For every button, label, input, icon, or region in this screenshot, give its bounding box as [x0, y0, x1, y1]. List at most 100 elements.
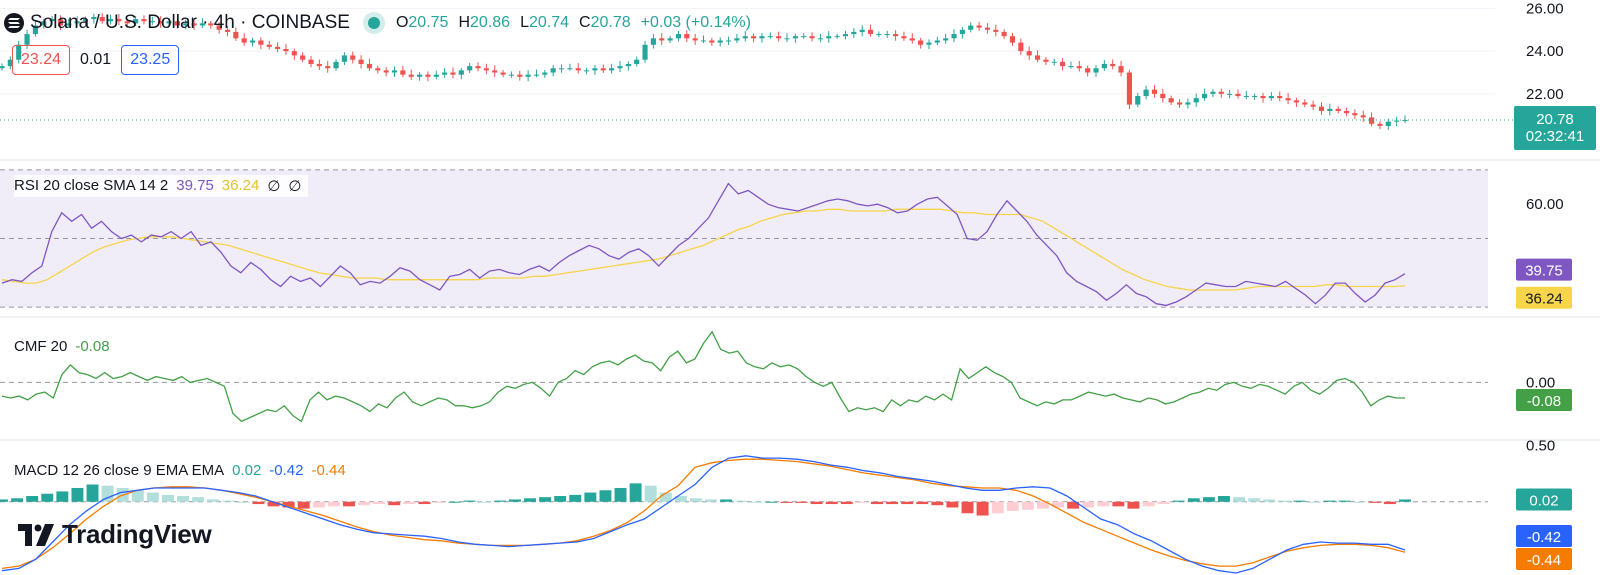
- candle-body: [433, 74, 439, 77]
- candle-body: [993, 29, 999, 32]
- candle-body: [492, 70, 498, 73]
- price-pane: [0, 7, 1514, 130]
- macd-hist-bar: [1263, 499, 1276, 502]
- rsi-legend[interactable]: RSI 20 close SMA 14 2 39.75 36.24 ∅ ∅: [14, 175, 308, 197]
- candle: [1343, 107, 1350, 117]
- candle: [692, 33, 698, 45]
- candle: [133, 15, 139, 26]
- candle-body: [325, 66, 331, 69]
- candle-body: [1394, 120, 1400, 122]
- cmf-legend[interactable]: CMF 20 -0.08: [14, 338, 110, 355]
- high-value: 20.86: [470, 14, 511, 31]
- candle-body: [809, 36, 815, 39]
- candle-body: [233, 31, 239, 39]
- candle: [851, 28, 857, 38]
- candle-body: [517, 74, 523, 77]
- macd-hist-bar: [1006, 501, 1019, 511]
- candle-body: [116, 19, 122, 22]
- candle-body: [1268, 96, 1274, 99]
- candle-body: [959, 29, 965, 35]
- candle: [442, 68, 448, 78]
- price-axes: 26.00 24.00 22.00 60.00 39.75 36.24 0.00 -0.08 0…: [1516, 0, 1572, 570]
- candle: [325, 60, 331, 73]
- candle: [934, 36, 940, 46]
- macd-hist-bar: [689, 498, 702, 502]
- macd-hist-bar: [750, 501, 763, 503]
- candle-body: [66, 23, 72, 26]
- candle-body: [1285, 98, 1291, 101]
- symbol-title[interactable]: Solana / U.S. Dollar · 4h · COINBASE: [30, 12, 350, 33]
- candle: [742, 31, 748, 42]
- candle: [66, 18, 72, 29]
- candle: [1210, 89, 1216, 98]
- rsi-title: RSI 20 close SMA 14 2: [14, 177, 169, 194]
- macd-hist-bar: [478, 501, 491, 503]
- candle: [1252, 93, 1258, 100]
- candle-body: [684, 34, 690, 39]
- macd-hist-bar: [177, 496, 190, 502]
- candle-body: [174, 21, 180, 26]
- candle: [458, 67, 464, 80]
- macd-pane: [0, 455, 1488, 574]
- macd-hist-bar: [222, 500, 235, 502]
- candle: [99, 13, 105, 24]
- candle: [609, 63, 615, 74]
- candle: [659, 33, 665, 45]
- macd-hist-bar: [855, 501, 868, 503]
- macd-signal-badge: -0.44: [1527, 552, 1561, 569]
- macd-hist-bar: [463, 500, 476, 502]
- candle: [350, 51, 356, 64]
- candle: [308, 55, 314, 68]
- price-tick-label-1: 24.00: [1526, 43, 1564, 60]
- candle: [1076, 60, 1082, 72]
- candle: [0, 63, 5, 71]
- macd-hist-bar: [161, 494, 174, 502]
- candle: [32, 20, 38, 37]
- candle-body: [483, 68, 489, 71]
- candle: [951, 28, 957, 43]
- macd-value: -0.42: [269, 462, 304, 479]
- last-price-badge: 20.78 02:32:41: [1514, 106, 1596, 150]
- rsi-value: 39.75: [176, 177, 214, 194]
- candle-body: [1068, 66, 1074, 68]
- candle-body: [1369, 117, 1375, 124]
- candle-body: [24, 34, 30, 45]
- candle-body: [525, 74, 531, 77]
- macd-hist-bar: [1278, 500, 1291, 502]
- candle: [1135, 92, 1141, 108]
- candle: [258, 37, 264, 50]
- candle: [1360, 110, 1366, 122]
- tradingview-logo-text: TradingView: [62, 519, 212, 549]
- candle-body: [659, 38, 665, 41]
- candle-body: [1009, 36, 1016, 43]
- candle: [275, 42, 281, 53]
- macd-hist-bar: [448, 501, 461, 503]
- candle-body: [99, 16, 105, 22]
- macd-hist-badge-bg: [1516, 488, 1572, 511]
- candle-body: [667, 38, 673, 41]
- candle-body: [834, 36, 840, 38]
- candle: [893, 30, 899, 41]
- cmf-line: [1, 330, 1405, 423]
- macd-hist-bar: [252, 501, 265, 505]
- macd-hist-bar: [11, 498, 24, 502]
- macd-hist-bar: [1217, 496, 1230, 502]
- candle-body: [1252, 96, 1258, 98]
- candle: [1335, 106, 1341, 114]
- candle: [592, 65, 598, 75]
- macd-hist-bar: [1233, 497, 1246, 502]
- macd-hist-bar: [976, 501, 989, 516]
- candle-body: [467, 66, 473, 71]
- last-price: 20.78: [1536, 111, 1574, 128]
- sell-button[interactable]: 23.24: [12, 45, 71, 75]
- macd-hist-value: 0.02: [232, 462, 262, 479]
- macd-legend[interactable]: MACD 12 26 close 9 EMA EMA 0.02 -0.42 -0…: [14, 462, 346, 479]
- candle-body: [91, 16, 97, 20]
- candle: [817, 33, 823, 43]
- buy-button[interactable]: 23.25: [121, 45, 180, 75]
- candle-body: [859, 29, 865, 32]
- cmf-tick-label-0: 0.00: [1526, 374, 1555, 391]
- candle: [1060, 57, 1066, 71]
- rsi-sma-badge: 36.24: [1525, 291, 1563, 308]
